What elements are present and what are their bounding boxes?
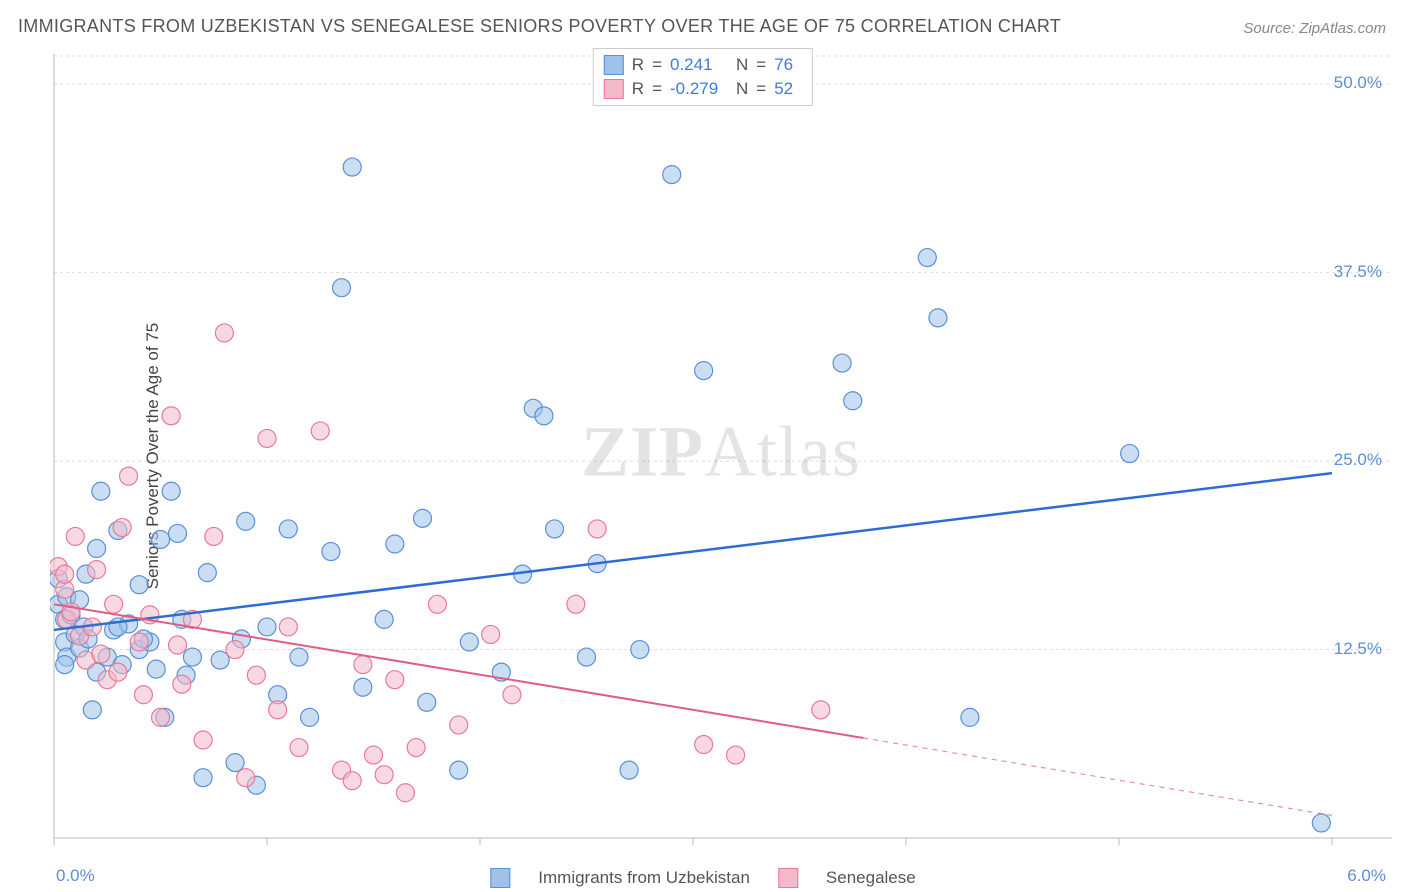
legend-row-senegalese: R = -0.279 N = 52 xyxy=(604,77,802,101)
legend-n-label: N xyxy=(736,53,748,77)
chart-title: IMMIGRANTS FROM UZBEKISTAN VS SENEGALESE… xyxy=(18,16,1061,37)
correlation-legend: R = 0.241 N = 76 R = -0.279 N = 52 xyxy=(593,48,813,106)
legend-label-uzbekistan: Immigrants from Uzbekistan xyxy=(538,868,750,888)
legend-r-value-1: -0.279 xyxy=(670,77,728,101)
legend-n-value-0: 76 xyxy=(774,53,802,77)
source-credit: Source: ZipAtlas.com xyxy=(1243,20,1386,37)
y-tick-label: 12.5% xyxy=(1334,639,1382,659)
legend-swatch-uzbekistan xyxy=(604,55,624,75)
equals-icon: = xyxy=(652,77,662,101)
legend-r-value-0: 0.241 xyxy=(670,53,728,77)
x-tick-right: 6.0% xyxy=(1347,866,1386,886)
legend-r-label: R xyxy=(632,77,644,101)
equals-icon: = xyxy=(652,53,662,77)
equals-icon: = xyxy=(756,77,766,101)
chart-area: Seniors Poverty Over the Age of 75 12.5%… xyxy=(50,50,1392,862)
legend-n-label: N xyxy=(736,77,748,101)
legend-row-uzbekistan: R = 0.241 N = 76 xyxy=(604,53,802,77)
scatter-plot xyxy=(50,50,1392,862)
source-link[interactable]: ZipAtlas.com xyxy=(1299,20,1386,37)
equals-icon: = xyxy=(756,53,766,77)
series-legend: Immigrants from Uzbekistan Senegalese xyxy=(490,868,915,888)
y-tick-label: 25.0% xyxy=(1334,450,1382,470)
legend-swatch-senegalese xyxy=(604,79,624,99)
legend-swatch-uzbekistan xyxy=(490,868,510,888)
source-label: Source: xyxy=(1243,20,1299,37)
legend-n-value-1: 52 xyxy=(774,77,802,101)
y-tick-label: 37.5% xyxy=(1334,262,1382,282)
legend-swatch-senegalese xyxy=(778,868,798,888)
legend-label-senegalese: Senegalese xyxy=(826,868,916,888)
legend-r-label: R xyxy=(632,53,644,77)
x-tick-left: 0.0% xyxy=(56,866,95,886)
y-tick-label: 50.0% xyxy=(1334,73,1382,93)
